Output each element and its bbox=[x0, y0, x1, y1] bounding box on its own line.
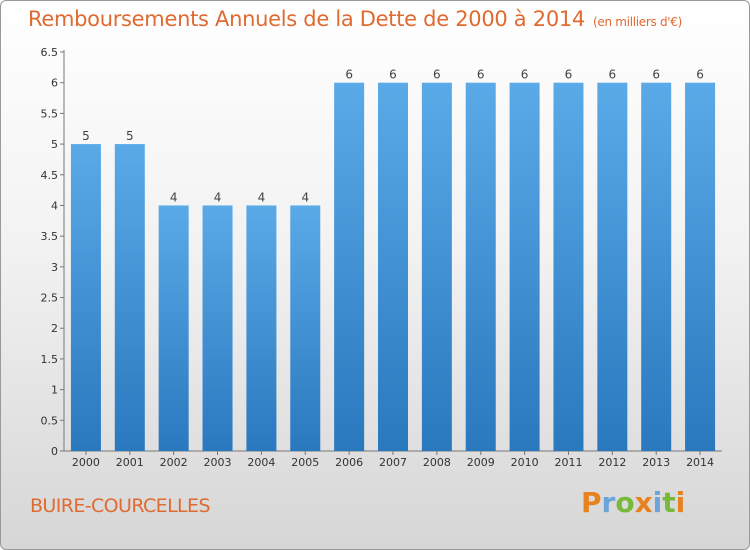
y-tick-label: 2 bbox=[51, 322, 58, 335]
data-label: 4 bbox=[301, 190, 309, 204]
bar bbox=[334, 82, 365, 451]
data-label: 4 bbox=[170, 190, 178, 204]
data-label: 6 bbox=[652, 68, 660, 82]
y-tick-label: 1 bbox=[51, 384, 58, 397]
title-unit: (en milliers d'€) bbox=[593, 15, 683, 29]
bar bbox=[114, 144, 145, 452]
x-tick-label: 2013 bbox=[642, 456, 670, 469]
bar bbox=[158, 205, 189, 451]
title-text: Remboursements Annuels de la Dette de 20… bbox=[28, 7, 585, 31]
x-tick-label: 2004 bbox=[247, 456, 275, 469]
x-tick-label: 2005 bbox=[291, 456, 319, 469]
x-tick-label: 2012 bbox=[598, 456, 626, 469]
bar bbox=[202, 205, 233, 451]
data-label: 6 bbox=[521, 68, 529, 82]
x-tick-label: 2000 bbox=[72, 456, 100, 469]
y-tick-label: 4.5 bbox=[41, 169, 59, 182]
proxiti-logo: Proxiti bbox=[581, 486, 685, 519]
logo-letter: i bbox=[652, 486, 663, 519]
x-tick-label: 2009 bbox=[467, 456, 495, 469]
bar bbox=[246, 205, 277, 451]
logo-letter: x bbox=[634, 486, 653, 519]
x-tick-label: 2010 bbox=[511, 456, 539, 469]
bar bbox=[641, 82, 672, 451]
bar bbox=[421, 82, 452, 451]
data-label: 6 bbox=[696, 68, 704, 82]
y-tick-label: 5.5 bbox=[41, 107, 59, 120]
x-tick-label: 2002 bbox=[160, 456, 188, 469]
y-tick-label: 0 bbox=[51, 445, 58, 458]
y-tick-label: 6.5 bbox=[41, 46, 59, 59]
city-name: BUIRE-COURCELLES bbox=[30, 495, 211, 517]
data-label: 6 bbox=[433, 68, 441, 82]
bar bbox=[465, 82, 496, 451]
logo-letter: o bbox=[615, 486, 635, 519]
data-label: 4 bbox=[258, 190, 266, 204]
y-tick-label: 2.5 bbox=[41, 292, 59, 305]
data-label: 6 bbox=[389, 68, 397, 82]
y-tick-label: 3.5 bbox=[41, 230, 59, 243]
x-tick-label: 2006 bbox=[335, 456, 363, 469]
logo-letter: t bbox=[662, 486, 676, 519]
y-tick-label: 0.5 bbox=[41, 414, 59, 427]
x-tick-label: 2011 bbox=[554, 456, 582, 469]
x-tick-label: 2001 bbox=[116, 456, 144, 469]
bar bbox=[553, 82, 584, 451]
data-label: 4 bbox=[214, 190, 222, 204]
y-tick-label: 3 bbox=[51, 261, 58, 274]
x-tick-label: 2008 bbox=[423, 456, 451, 469]
bar bbox=[378, 82, 408, 451]
data-label: 6 bbox=[477, 68, 485, 82]
bar bbox=[70, 144, 101, 452]
data-label: 6 bbox=[345, 68, 353, 82]
bar bbox=[597, 82, 628, 451]
data-label: 6 bbox=[609, 68, 617, 82]
x-tick-label: 2007 bbox=[379, 456, 407, 469]
data-label: 5 bbox=[126, 129, 134, 143]
logo-letter: i bbox=[675, 486, 686, 519]
bar bbox=[685, 82, 716, 451]
y-tick-label: 4 bbox=[51, 199, 58, 212]
data-label: 5 bbox=[82, 129, 90, 143]
logo-letter: r bbox=[601, 486, 616, 519]
bar bbox=[290, 205, 321, 451]
logo-letter: P bbox=[581, 486, 602, 519]
x-tick-label: 2014 bbox=[686, 456, 714, 469]
y-tick-label: 1.5 bbox=[41, 353, 59, 366]
bar bbox=[509, 82, 540, 451]
y-tick-label: 5 bbox=[51, 138, 58, 151]
chart-title: Remboursements Annuels de la Dette de 20… bbox=[28, 7, 682, 31]
data-label: 6 bbox=[565, 68, 573, 82]
x-tick-label: 2003 bbox=[204, 456, 232, 469]
y-tick-label: 6 bbox=[51, 77, 58, 90]
